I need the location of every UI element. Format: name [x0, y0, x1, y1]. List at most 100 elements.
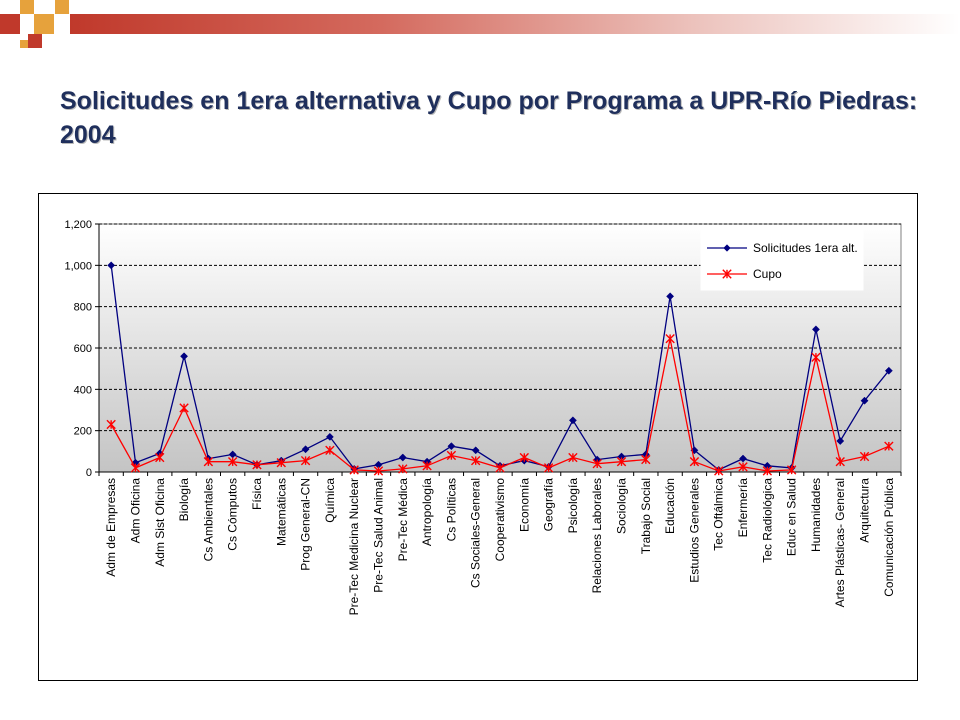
gridlines	[99, 223, 901, 432]
x-tick-label: Educ en Salud	[785, 478, 799, 556]
x-tick-label: Sociología	[615, 478, 629, 534]
point-cupo	[398, 464, 408, 474]
x-tick-label: Adm de Empresas	[104, 478, 118, 577]
point-cupo	[738, 462, 748, 472]
legend-box	[700, 229, 864, 291]
y-tick-label: 800	[74, 302, 92, 314]
point-solicitudes	[666, 292, 675, 301]
y-tick-label: 200	[74, 426, 92, 438]
point-cupo	[592, 459, 602, 469]
point-cupo	[665, 334, 675, 344]
point-cupo	[155, 452, 165, 463]
point-cupo	[762, 466, 773, 476]
point-cupo	[276, 458, 286, 468]
x-tick-label: Arquitectura	[858, 478, 872, 543]
point-cupo	[422, 461, 432, 471]
x-tick-label: Cs Ambientales	[201, 478, 215, 561]
point-solicitudes	[398, 453, 407, 462]
point-cupo	[568, 452, 578, 463]
x-axis: Adm de Empresas Adm Oficina Adm Sist Ofici…	[98, 471, 902, 615]
corner-square-gold-4	[20, 40, 28, 48]
point-cupo	[641, 454, 651, 465]
x-tick-label: Matemáticas	[274, 478, 288, 546]
legend-label: Solicitudes 1era alt.	[753, 241, 858, 255]
slide-title: Solicitudes en 1era alternativa y Cupo p…	[60, 87, 918, 149]
x-tick-label: Enfermería	[736, 478, 750, 538]
point-cupo	[300, 455, 311, 466]
point-solicitudes	[301, 445, 310, 454]
point-cupo	[859, 451, 870, 462]
point-solicitudes	[836, 437, 845, 445]
point-cupo	[227, 456, 238, 467]
x-tick-label: Antropología	[420, 478, 434, 546]
point-cupo	[835, 456, 845, 467]
corner-square-gold-1	[20, 0, 34, 14]
point-cupo	[786, 465, 797, 475]
point-solicitudes	[568, 416, 577, 425]
x-tick-label: Prog General-CN	[299, 478, 313, 571]
legend-label: Cupo	[753, 267, 782, 281]
point-solicitudes	[471, 446, 480, 455]
x-tick-label: Humanidades	[809, 478, 823, 552]
x-tick-label: Geografía	[542, 478, 556, 532]
x-tick-label: Química	[323, 478, 337, 523]
x-tick-label: Economía	[517, 478, 531, 532]
point-cupo	[811, 352, 821, 362]
y-axis: 0 200 400 600 800 1,000 1,200	[64, 219, 100, 479]
header-gradient-bar	[70, 14, 960, 34]
x-tick-label: Psicología	[566, 478, 580, 534]
legend-marker-diamond	[723, 244, 731, 252]
point-cupo	[543, 463, 554, 473]
point-cupo	[495, 463, 505, 473]
y-tick-label: 1,000	[64, 260, 92, 272]
point-solicitudes	[739, 454, 747, 463]
x-tick-label: Pre-Tec Medicina Nuclear	[347, 478, 361, 615]
x-tick-label: Cooperativismo	[493, 478, 507, 562]
point-cupo	[349, 465, 359, 475]
point-cupo	[446, 450, 457, 461]
x-tick-label: Pre-Tec Médica	[396, 478, 410, 562]
x-tick-label: Tec Oftálmica	[712, 478, 726, 551]
y-tick-label: 400	[74, 384, 92, 396]
chart-frame: 0 200 400 600 800 1,000 1,200 Adm de Empresas A…	[38, 193, 918, 681]
x-tick-label: Comunicación Pública	[882, 478, 896, 597]
x-tick-label: Artes Plásticas- General	[833, 478, 847, 607]
point-cupo	[471, 455, 481, 466]
point-solicitudes	[107, 261, 116, 270]
point-cupo	[325, 445, 335, 455]
x-tick-label: Tec Radiológica	[760, 478, 774, 563]
point-cupo	[179, 403, 189, 413]
corner-square-red-2	[28, 34, 42, 48]
point-cupo	[252, 460, 262, 470]
point-solicitudes	[180, 352, 189, 361]
point-cupo	[519, 452, 529, 463]
corner-square-red-1	[0, 14, 20, 34]
series-layer	[106, 261, 894, 476]
chart-legend: Solicitudes 1era alt. Cupo	[700, 229, 864, 291]
point-solicitudes	[860, 396, 869, 405]
point-cupo	[884, 441, 894, 451]
x-tick-label: Educación	[663, 478, 677, 534]
point-cupo	[130, 463, 141, 473]
x-tick-label: Adm Sist Oficina	[153, 478, 167, 567]
x-tick-label: Cs Cómputos	[226, 478, 240, 551]
point-cupo	[203, 456, 214, 467]
point-cupo	[689, 456, 700, 467]
y-tick-label: 1,200	[64, 219, 92, 231]
x-tick-label: Estudios Generales	[687, 478, 701, 583]
x-tick-label: Cs Políticas	[444, 478, 458, 541]
y-tick-label: 0	[86, 467, 92, 479]
corner-square-gold-3	[34, 14, 54, 34]
y-tick-label: 600	[74, 343, 92, 355]
x-tick-label: Relaciones Laborales	[590, 478, 604, 593]
x-tick-label: Cs Sociales-General	[469, 478, 483, 588]
x-tick-label: Física	[250, 478, 264, 510]
point-solicitudes	[811, 325, 820, 334]
point-solicitudes	[884, 366, 893, 375]
point-cupo	[714, 466, 724, 476]
point-cupo	[616, 456, 627, 467]
corner-square-gold-2	[55, 0, 69, 14]
point-solicitudes	[447, 442, 456, 451]
x-tick-label: Biología	[177, 478, 191, 522]
